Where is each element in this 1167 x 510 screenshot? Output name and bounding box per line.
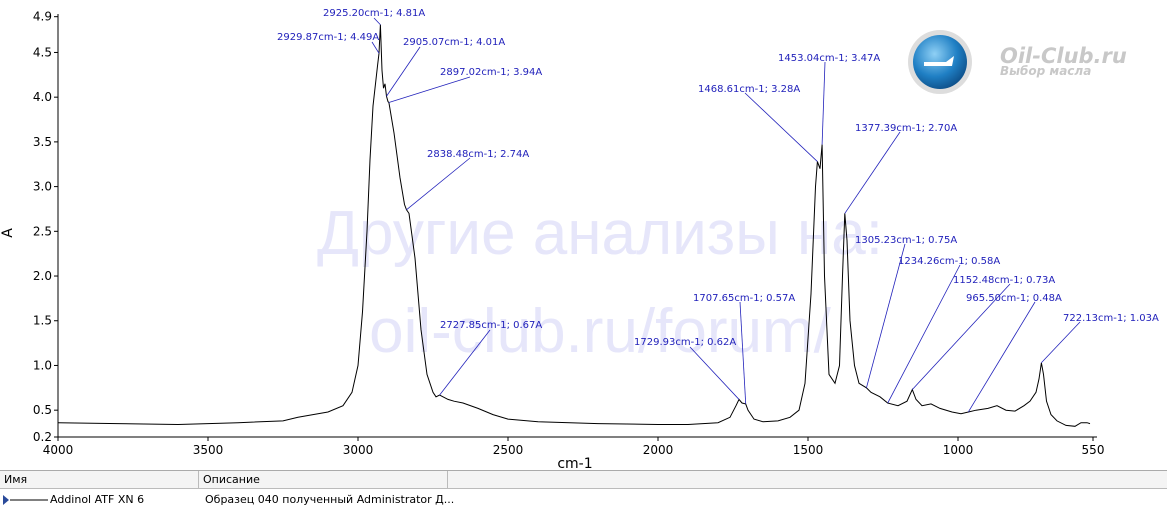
y-axis-label: A <box>0 228 16 238</box>
table: Имя Описание Addinol ATF XN 6 Образец 04… <box>0 470 1167 510</box>
line-swatch <box>3 495 48 505</box>
x-tick-label: 2500 <box>493 443 524 457</box>
y-tick-label: 4.9 <box>33 10 52 24</box>
y-tick-label: 0.2 <box>33 430 52 444</box>
logo-subtitle: Выбор масла <box>1000 64 1091 78</box>
annotation-label: 1377.39cm-1; 2.70A <box>855 123 957 134</box>
x-tick-label: 3000 <box>343 443 374 457</box>
annotation-leader <box>373 17 381 26</box>
annotation-leader <box>844 131 901 214</box>
header-filler <box>448 471 1167 489</box>
annotation-leader <box>744 92 818 162</box>
logo: Oil-Club.ru Выбор масла <box>908 30 1127 94</box>
annotation-leader <box>821 61 826 145</box>
annotation-label: 1707.65cm-1; 0.57A <box>693 293 795 304</box>
annotation-label: 1729.93cm-1; 0.62A <box>634 337 736 348</box>
y-tick-label: 4.5 <box>33 45 52 59</box>
annotation-label: 2905.07cm-1; 4.01A <box>403 37 505 48</box>
y-tick-label: 2.0 <box>33 269 52 283</box>
annotation-label: 2929.87cm-1; 4.49A <box>277 32 379 43</box>
x-tick-label: 4000 <box>43 443 74 457</box>
table-cell[interactable]: Образец 040 полученный Administrator Д..… <box>205 493 455 506</box>
annotation-label: 1152.48cm-1; 0.73A <box>953 275 1055 286</box>
annotation-label: 2727.85cm-1; 0.67A <box>440 320 542 331</box>
annotation-leader <box>388 76 471 103</box>
spectrum-line <box>57 24 1091 427</box>
series-name: Addinol ATF XN 6 <box>50 493 145 506</box>
x-tick-label: 3500 <box>193 443 224 457</box>
annotation-leader <box>887 264 961 404</box>
annotation-label: 722.13cm-1; 1.03A <box>1063 313 1159 324</box>
y-tick-label: 3.0 <box>33 180 52 194</box>
header-cell: Имя <box>0 471 199 489</box>
logo-can <box>924 56 954 66</box>
table-cell[interactable]: Addinol ATF XN 6 <box>0 490 199 509</box>
annotation-leader <box>371 41 380 54</box>
annotation-label: 1453.04cm-1; 3.47A <box>778 53 880 64</box>
annotation-leader <box>1041 321 1081 364</box>
annotation-label: 2838.48cm-1; 2.74A <box>427 149 529 160</box>
header-cell: Описание <box>199 471 448 489</box>
annotation-label: 2897.02cm-1; 3.94A <box>440 67 542 78</box>
logo-title: Oil-Club.ru <box>1000 44 1127 68</box>
watermark: Другие анализы на: <box>317 199 883 268</box>
y-tick-label: 4.0 <box>33 90 52 104</box>
y-tick-label: 1.5 <box>33 314 52 328</box>
x-tick-label: 1000 <box>943 443 974 457</box>
y-tick-label: 1.0 <box>33 358 52 372</box>
x-tick-label: 1500 <box>793 443 824 457</box>
annotation-leader <box>386 46 421 97</box>
annotation-leader <box>866 243 906 388</box>
annotation-label: 965.50cm-1; 0.48A <box>966 293 1062 304</box>
annotation-leader <box>689 346 740 400</box>
annotation-leader <box>968 301 1036 413</box>
x-tick-label: 550 <box>1082 443 1105 457</box>
chart: Другие анализы на: oil-club.ru/forum/ Oi… <box>0 8 1159 470</box>
annotation-leader <box>439 329 491 396</box>
x-axis-label: cm-1 <box>557 456 592 470</box>
annotation-label: 2925.20cm-1; 4.81A <box>323 8 425 19</box>
annotation-leader <box>406 157 471 211</box>
y-tick-label: 2.5 <box>33 224 52 238</box>
annotation-label: 1468.61cm-1; 3.28A <box>698 84 800 95</box>
y-tick-label: 0.5 <box>33 403 52 417</box>
annotation-label: 1305.23cm-1; 0.75A <box>855 235 957 246</box>
annotation-leader <box>739 301 747 404</box>
y-tick-label: 3.5 <box>33 135 52 149</box>
annotation-leader <box>911 283 1011 390</box>
x-tick-label: 2000 <box>643 443 674 457</box>
watermark: oil-club.ru/forum/ <box>369 297 831 366</box>
annotation-label: 1234.26cm-1; 0.58A <box>898 256 1000 267</box>
